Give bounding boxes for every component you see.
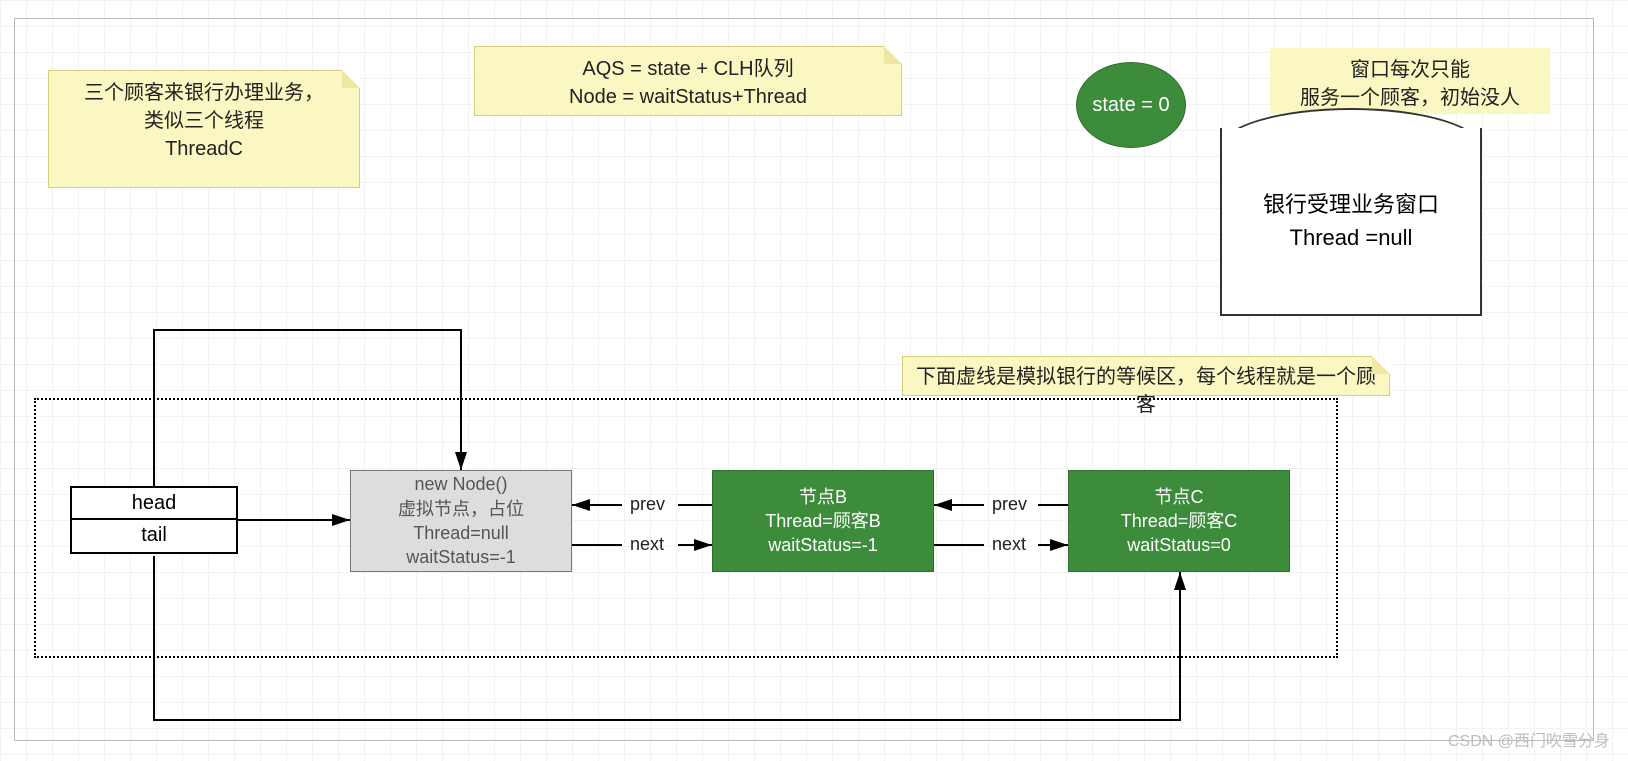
- note-window-hint: 窗口每次只能 服务一个顾客，初始没人: [1270, 48, 1550, 114]
- watermark: CSDN @西门吹雪分身: [1448, 727, 1610, 751]
- note-customers-line3: ThreadC: [61, 135, 347, 163]
- note-customers-line2: 类似三个线程: [61, 107, 347, 135]
- label-next-bc: next: [992, 534, 1026, 555]
- note-aqs: AQS = state + CLH队列 Node = waitStatus+Th…: [474, 46, 902, 116]
- note-aqs-line1: AQS = state + CLH队列: [487, 55, 889, 83]
- window-line1: 银行受理业务窗口: [1222, 188, 1480, 221]
- state-label: state = 0: [1092, 94, 1169, 117]
- node-sentinel-l3: Thread=null: [413, 521, 509, 545]
- node-sentinel: new Node() 虚拟节点，占位 Thread=null waitStatu…: [350, 470, 572, 572]
- note-customers: 三个顾客来银行办理业务， 类似三个线程 ThreadC: [48, 70, 360, 188]
- tail-cell: tail: [72, 520, 236, 552]
- node-sentinel-l1: new Node(): [414, 472, 507, 496]
- label-prev-bc: prev: [992, 494, 1027, 515]
- node-c: 节点C Thread=顾客C waitStatus=0: [1068, 470, 1290, 572]
- window-box: 银行受理业务窗口 Thread =null: [1220, 128, 1482, 316]
- note-customers-line1: 三个顾客来银行办理业务，: [61, 79, 347, 107]
- note-fold-icon: [1372, 356, 1390, 374]
- node-c-l1: 节点C: [1155, 485, 1204, 509]
- node-c-l2: Thread=顾客C: [1121, 509, 1238, 533]
- head-tail-box: head tail: [70, 486, 238, 554]
- node-c-l3: waitStatus=0: [1127, 533, 1231, 557]
- node-b-l2: Thread=顾客B: [765, 509, 881, 533]
- node-b: 节点B Thread=顾客B waitStatus=-1: [712, 470, 934, 572]
- node-sentinel-l4: waitStatus=-1: [406, 545, 516, 569]
- note-fold-icon: [342, 70, 360, 88]
- node-b-l1: 节点B: [799, 485, 847, 509]
- node-sentinel-l2: 虚拟节点，占位: [398, 497, 524, 521]
- state-ellipse: state = 0: [1076, 62, 1186, 148]
- note-aqs-line2: Node = waitStatus+Thread: [487, 83, 889, 111]
- label-prev-ab: prev: [630, 494, 665, 515]
- note-waiting-area: 下面虚线是模拟银行的等候区，每个线程就是一个顾客: [902, 356, 1390, 396]
- label-next-ab: next: [630, 534, 664, 555]
- node-b-l3: waitStatus=-1: [768, 533, 878, 557]
- note-window-hint-line2: 服务一个顾客，初始没人: [1282, 84, 1538, 112]
- note-fold-icon: [884, 46, 902, 64]
- note-window-hint-line1: 窗口每次只能: [1282, 56, 1538, 84]
- head-cell: head: [72, 488, 236, 520]
- window-line2: Thread =null: [1222, 221, 1480, 254]
